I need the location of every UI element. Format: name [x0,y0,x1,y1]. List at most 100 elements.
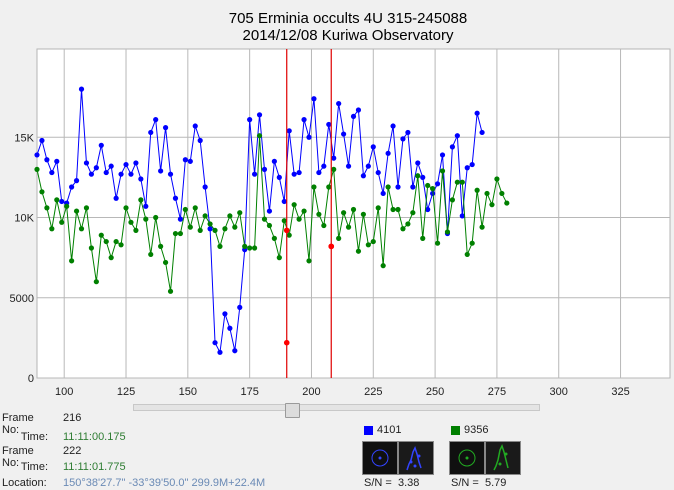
data-point [182,157,188,163]
x-tick-label: 125 [117,386,135,398]
data-point [143,216,149,222]
data-point [454,133,460,139]
data-point [341,131,347,137]
light-curve-chart: 100 125 150 175 200 225 250 275 300 325 0 5000 10K 15… [10,10,671,398]
data-point [316,211,322,217]
data-point [88,245,94,251]
data-point [44,157,50,163]
data-point [291,202,297,208]
data-point [123,205,129,211]
frame-slider-thumb[interactable] [285,403,300,418]
marker-point [283,227,290,234]
data-point [400,136,406,142]
data-point [291,171,297,177]
data-point [59,219,65,225]
frame-slider-track[interactable] [133,404,540,411]
data-point [469,161,475,168]
data-point [504,200,510,206]
data-point [425,206,431,213]
data-point [247,117,253,123]
time-value-2: 11:11:01.775 [63,461,126,473]
data-point [336,235,342,241]
data-point [83,205,90,211]
data-point [133,160,139,166]
frame-label-1: Frame No: [2,412,34,436]
blue-profile-thumbnail[interactable] [398,441,434,475]
blue-target-thumbnail[interactable] [362,441,398,475]
data-point [182,206,188,213]
data-point [331,155,337,161]
data-point [385,184,391,190]
data-point [370,144,376,150]
data-point [311,96,317,102]
data-point [459,179,465,185]
data-point [261,216,268,222]
data-point [459,213,465,219]
data-point [400,226,406,232]
data-point [69,184,75,190]
data-point [474,187,480,193]
data-point [148,251,154,258]
data-point [138,197,144,203]
data-point [217,349,223,355]
y-tick-label: 5000 [10,293,34,305]
x-tick-label: 275 [488,386,506,398]
data-point [484,190,490,197]
data-point [222,311,228,317]
data-point [434,181,441,187]
data-point [113,238,119,245]
grid [37,49,670,379]
data-point [420,174,426,180]
data-point [59,198,65,205]
data-point [350,206,357,213]
location-label: Location: [2,477,47,489]
data-point [276,255,282,261]
data-point [237,210,243,216]
data-point [202,213,208,219]
data-point [256,133,263,139]
blue-series-label: 4101 [377,424,402,436]
y-tick-label: 15K [14,132,34,144]
x-tick-label: 250 [426,386,444,398]
frame-value-1: 216 [63,412,82,424]
data-point [78,86,85,92]
data-point [128,219,134,225]
data-point [336,100,342,107]
x-tick-label: 200 [302,386,320,398]
green-profile-thumbnail[interactable] [485,441,521,475]
data-point [355,107,362,113]
data-point [232,224,238,230]
data-point [242,243,248,249]
data-point [316,169,322,176]
data-point [227,325,233,331]
data-point [49,169,55,176]
frame-label-2: Frame No: [2,445,34,469]
data-point [331,166,337,172]
axis-ticks: 100 125 150 175 200 225 250 275 300 325 0 5000 10K 15… [10,132,630,398]
data-point [217,243,223,249]
data-point [49,226,55,232]
data-point [306,134,312,140]
data-point [197,137,203,144]
time-label-1: Time: [20,431,48,443]
data-point [83,160,90,166]
data-point [227,213,233,219]
data-point [395,206,401,213]
data-point [380,263,386,269]
chart-subtitle: 2014/12/08 Kuriwa Observatory [243,27,454,44]
data-point [128,171,134,177]
data-point [415,160,421,166]
data-point [365,242,371,248]
data-point [296,169,302,176]
data-point [256,112,263,118]
data-point [54,158,60,164]
data-point [247,245,253,251]
green-series-label: 9356 [464,424,489,436]
data-point [405,129,411,136]
data-point [113,195,119,201]
data-point [474,110,480,116]
data-point [405,221,411,227]
green-target-thumbnail[interactable] [449,441,485,475]
marker-point [283,339,290,346]
data-point [425,182,431,189]
